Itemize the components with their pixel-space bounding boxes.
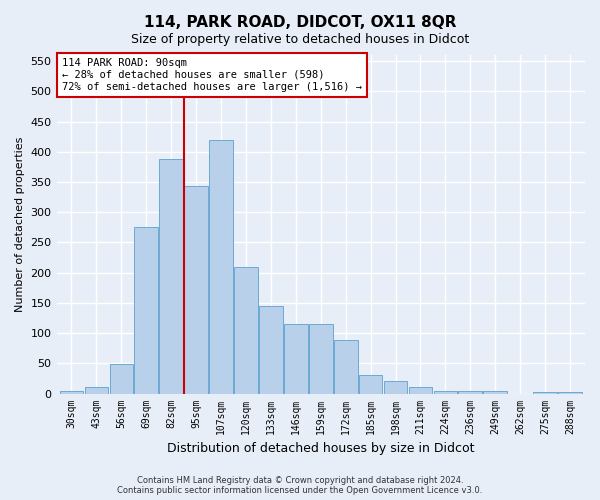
Bar [359,376,382,394]
Text: Contains HM Land Registry data © Crown copyright and database right 2024.
Contai: Contains HM Land Registry data © Crown c… [118,476,482,495]
Bar [110,364,133,394]
Text: 114, PARK ROAD, DIDCOT, OX11 8QR: 114, PARK ROAD, DIDCOT, OX11 8QR [144,15,456,30]
Bar [85,387,108,394]
Bar [409,387,433,394]
Bar [234,266,258,394]
Text: Size of property relative to detached houses in Didcot: Size of property relative to detached ho… [131,32,469,46]
Bar [59,390,83,394]
Bar [160,159,183,394]
Bar [284,324,308,394]
Bar [458,390,482,394]
X-axis label: Distribution of detached houses by size in Didcot: Distribution of detached houses by size … [167,442,475,455]
Bar [209,140,233,394]
Bar [558,392,582,394]
Bar [184,186,208,394]
Bar [434,390,457,394]
Bar [384,382,407,394]
Bar [134,228,158,394]
Bar [309,324,332,394]
Bar [259,306,283,394]
Bar [484,390,507,394]
Bar [533,392,557,394]
Text: 114 PARK ROAD: 90sqm
← 28% of detached houses are smaller (598)
72% of semi-deta: 114 PARK ROAD: 90sqm ← 28% of detached h… [62,58,362,92]
Y-axis label: Number of detached properties: Number of detached properties [15,136,25,312]
Bar [334,340,358,394]
